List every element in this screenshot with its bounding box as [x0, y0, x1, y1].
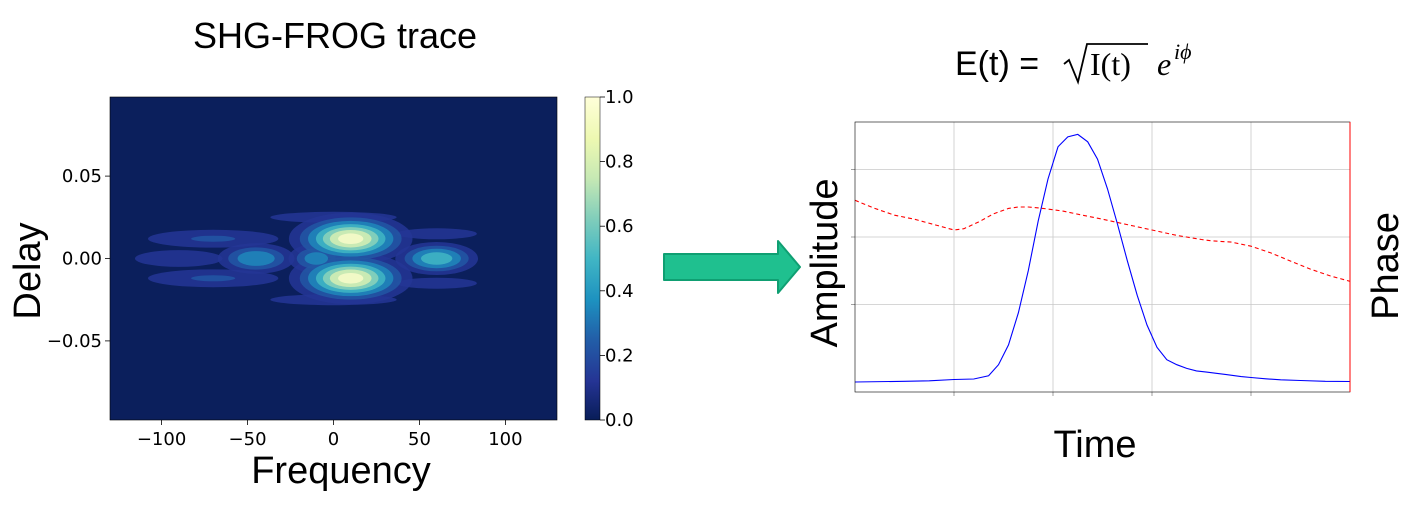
heatmap-y-tick-label: 0.00	[62, 249, 102, 270]
field-formula: E(t) = I(t) e iϕ	[955, 39, 1192, 85]
colorbar-gradient	[584, 96, 601, 421]
heatmap-x-tick-label: 100	[488, 429, 522, 450]
heatmap-x-tick-label: 0	[328, 429, 339, 450]
heatmap-intensity-blob	[237, 251, 275, 266]
sqrt-sign	[1063, 43, 1148, 85]
field-retrieval-panel: E(t) = I(t) e iϕ Time Amplitude Phase	[804, 39, 1407, 466]
line-y2-axis-label: Phase	[1365, 212, 1407, 320]
heatmap-x-tick-label: −100	[137, 429, 186, 450]
heatmap-intensity-blob	[396, 277, 477, 289]
heatmap-y-axis-label: Delay	[7, 222, 49, 319]
formula-exp-base: e	[1157, 46, 1171, 82]
heatmap-y-tick-label: 0.05	[62, 166, 102, 187]
formula-radicand: I(t)	[1090, 46, 1131, 82]
heatmap-intensity-blob	[191, 275, 236, 282]
colorbar-tick-label: 0.8	[605, 152, 634, 173]
colorbar-tick-label: 1.0	[605, 87, 634, 108]
arrow-icon	[663, 240, 801, 294]
formula-lhs: E(t) =	[955, 45, 1039, 83]
colorbar: 1.0 0.8 0.6 0.4 0.2 0.0	[584, 87, 634, 431]
heatmap-intensity-blob	[421, 252, 453, 265]
amplitude-series-line	[854, 133, 1351, 383]
heatmap-intensity-blob	[134, 250, 223, 267]
heatmap-x-tick-label: 50	[408, 429, 431, 450]
phase-series-line	[854, 199, 1351, 282]
line-x-axis-label: Time	[1053, 424, 1136, 466]
heatmap-intensity-blob	[191, 235, 236, 242]
heatmap-x-tick-label: −50	[229, 429, 267, 450]
formula-exponent: iϕ	[1174, 39, 1192, 64]
heatmap-x-axis: −100 −50 0 50 100	[137, 420, 523, 450]
heatmap-title: SHG-FROG trace	[193, 15, 477, 56]
heatmap-y-axis: 0.05 0.00 −0.05	[47, 166, 110, 352]
heatmap-intensity-blob	[338, 233, 364, 245]
frog-trace-panel: SHG-FROG trace −100 −50 0 50 100 0.05 0.00 −0.…	[7, 15, 634, 492]
colorbar-tick-label: 0.2	[605, 345, 634, 366]
heatmap-plot-area	[110, 97, 557, 420]
line-frame	[854, 121, 1351, 393]
heatmap-intensity-blob	[304, 252, 329, 265]
colorbar-tick-label: 0.6	[605, 216, 634, 237]
heatmap-y-tick-label: −0.05	[47, 331, 102, 352]
colorbar-tick-label: 0.0	[605, 410, 634, 431]
colorbar-ticks: 1.0 0.8 0.6 0.4 0.2 0.0	[600, 87, 634, 431]
heatmap-intensity-blob	[338, 272, 364, 284]
line-y-axis-label: Amplitude	[804, 179, 846, 348]
line-plot-area	[851, 122, 1351, 396]
heatmap-x-axis-label: Frequency	[251, 450, 431, 492]
heatmap-intensity-blob	[396, 228, 477, 240]
colorbar-tick-label: 0.4	[605, 281, 634, 302]
